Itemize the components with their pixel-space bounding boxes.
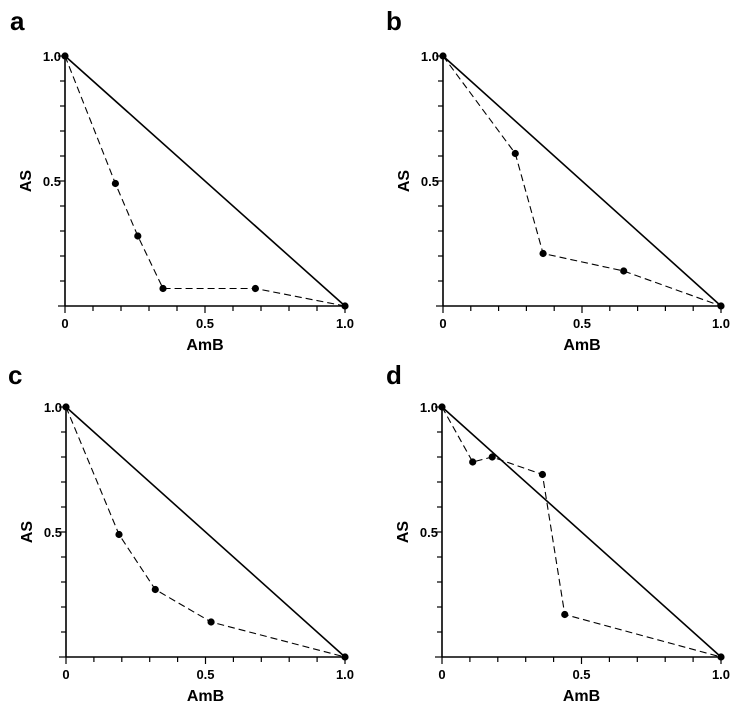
data-point xyxy=(511,149,519,158)
reference-diagonal-line xyxy=(64,55,346,307)
data-point xyxy=(134,232,142,240)
x-axis-label: AmB xyxy=(186,337,223,354)
chart-panel-a: a 0 0.5 1.0 0.5 1.0 AmB AS xyxy=(10,6,354,354)
data-point xyxy=(469,458,477,466)
x-axis-label: AmB xyxy=(187,688,224,705)
data-point xyxy=(561,610,569,619)
x-tick-label: 0.5 xyxy=(196,667,214,682)
y-axis-label: AS xyxy=(396,170,413,193)
y-tick-label: 1.0 xyxy=(421,49,439,64)
data-point xyxy=(438,403,446,411)
panel-letter: a xyxy=(10,6,25,36)
y-tick-label: 1.0 xyxy=(43,49,61,64)
y-tick-label: 0.5 xyxy=(44,525,62,540)
x-tick-label: 1.0 xyxy=(712,667,730,682)
x-tick-label: 0 xyxy=(439,316,446,331)
data-point xyxy=(539,249,547,258)
y-axis-label: AS xyxy=(18,170,35,193)
y-tick-label: 1.0 xyxy=(420,400,438,415)
data-point xyxy=(61,52,69,60)
x-tick-label: 0.5 xyxy=(573,316,591,331)
y-axis-label: AS xyxy=(19,521,36,544)
x-tick-label: 0 xyxy=(61,316,68,331)
data-point xyxy=(207,618,215,626)
x-axis-label: AmB xyxy=(563,688,600,705)
x-tick-label: 0 xyxy=(438,667,445,682)
data-point xyxy=(341,653,349,661)
x-tick-label: 0 xyxy=(62,667,69,682)
data-point xyxy=(159,284,167,293)
data-point xyxy=(538,470,547,479)
chart-panel-b: b 0 0.5 1.0 0.5 1.0 AmB AS xyxy=(386,6,730,354)
x-tick-label: 1.0 xyxy=(336,316,354,331)
data-point xyxy=(341,302,349,310)
data-point xyxy=(620,267,628,275)
chart-panel-d: d 0 0.5 1.0 0.5 1.0 AmB AS xyxy=(386,360,730,705)
x-tick-label: 0.5 xyxy=(196,316,214,331)
data-point xyxy=(717,653,725,661)
x-tick-label: 1.0 xyxy=(712,316,730,331)
series-dashed-line xyxy=(64,55,346,307)
data-point xyxy=(62,403,70,411)
reference-diagonal-line xyxy=(65,406,346,658)
data-point xyxy=(111,179,119,188)
data-point xyxy=(115,530,123,539)
y-tick-label: 0.5 xyxy=(421,174,439,189)
reference-diagonal-line xyxy=(442,55,722,307)
y-tick-label: 0.5 xyxy=(420,525,438,540)
data-point xyxy=(251,284,259,293)
y-axis-label: AS xyxy=(395,521,412,544)
panel-letter: b xyxy=(386,6,402,36)
data-point xyxy=(717,302,725,310)
panel-letter: d xyxy=(386,360,402,390)
chart-panel-c: c 0 0.5 1.0 0.5 1.0 AmB AS xyxy=(8,360,354,705)
data-point xyxy=(151,585,159,594)
data-point xyxy=(488,453,496,461)
x-tick-label: 0.5 xyxy=(572,667,590,682)
reference-diagonal-line xyxy=(441,406,722,658)
y-tick-label: 0.5 xyxy=(43,174,61,189)
x-tick-label: 1.0 xyxy=(336,667,354,682)
panel-letter: c xyxy=(8,360,22,390)
y-tick-label: 1.0 xyxy=(44,400,62,415)
data-point xyxy=(439,52,447,60)
x-axis-label: AmB xyxy=(563,337,600,354)
